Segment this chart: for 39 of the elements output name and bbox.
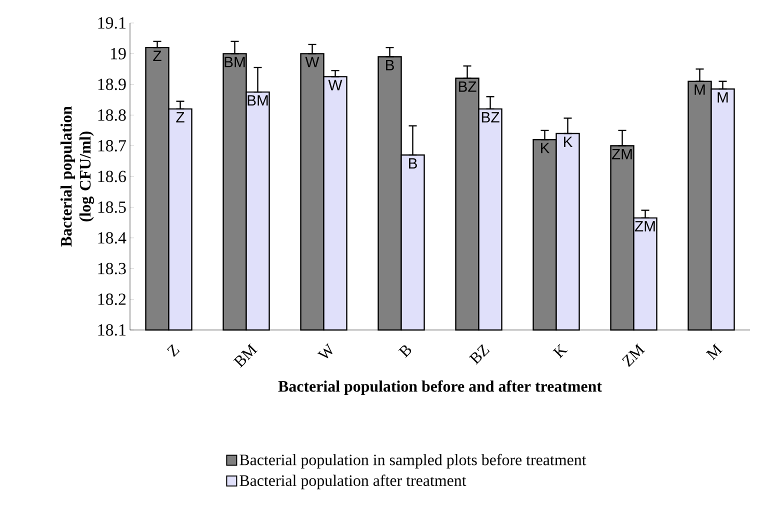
y-tick-label: 18.7 xyxy=(98,140,126,152)
x-tick-label: Z xyxy=(167,344,180,357)
data-label: B xyxy=(408,158,417,168)
data-label: Z xyxy=(176,112,184,122)
data-label: K xyxy=(540,142,550,154)
y-tick-label: 19 xyxy=(111,48,126,60)
y-tick-label: 18.8 xyxy=(98,109,126,121)
data-label: ZM xyxy=(612,148,632,160)
x-tick-label: BM xyxy=(233,344,258,368)
data-label: ZM xyxy=(634,221,655,232)
legend-label: Bacterial population after treatment xyxy=(240,474,466,490)
y-axis-title: Bacterial population (log CFU/ml) xyxy=(60,106,94,247)
y-tick-label: 18.1 xyxy=(98,324,126,336)
data-label: M xyxy=(694,84,705,95)
data-label: W xyxy=(328,80,342,90)
data-label: W xyxy=(305,56,320,68)
data-label: BM xyxy=(224,56,245,68)
x-axis-title: Bacterial population before and after treatment xyxy=(278,380,602,395)
y-tick-label: 18.4 xyxy=(98,232,126,244)
y-tick-label: 18.5 xyxy=(98,201,126,213)
y-tick-label: 18.2 xyxy=(98,294,126,306)
data-label: BZ xyxy=(482,112,500,122)
data-label: B xyxy=(386,60,394,70)
data-label: K xyxy=(564,136,573,147)
data-label: BZ xyxy=(458,81,476,92)
x-tick-label: B xyxy=(398,345,412,358)
x-tick-label: BZ xyxy=(468,344,490,365)
data-label: BM xyxy=(248,95,268,106)
x-tick-label: K xyxy=(552,344,568,358)
x-tick-label: M xyxy=(706,344,723,360)
x-tick-label: ZM xyxy=(622,344,646,367)
data-label: Z xyxy=(153,50,162,62)
data-label: M xyxy=(718,92,728,102)
legend-label: Bacterial population in sampled plots before treatment xyxy=(240,454,586,469)
y-tick-label: 18.9 xyxy=(98,78,126,90)
y-tick-label: 18.6 xyxy=(98,170,126,182)
y-tick-label: 18.3 xyxy=(98,262,126,274)
y-tick-label: 19.1 xyxy=(98,17,126,29)
x-tick-label: W xyxy=(317,343,332,358)
